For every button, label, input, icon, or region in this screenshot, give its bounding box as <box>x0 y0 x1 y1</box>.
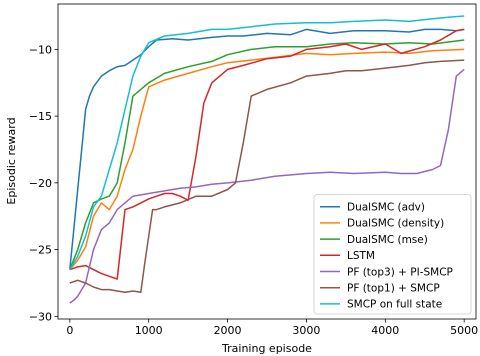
series-line-2 <box>69 39 465 270</box>
legend-box <box>313 194 472 315</box>
series-line-0 <box>69 28 465 270</box>
x-tick-label: 1000 <box>135 324 163 337</box>
legend-label-3: LSTM <box>347 250 375 262</box>
y-tick-label: −25 <box>29 244 52 257</box>
series-layer <box>69 15 465 304</box>
x-tick-label: 3000 <box>292 324 320 337</box>
series-line-6 <box>69 15 465 270</box>
axes-frame <box>57 3 477 320</box>
legend-label-2: DualSMC (mse) <box>347 234 428 246</box>
series-line-5 <box>69 59 465 294</box>
legend-label-1: DualSMC (density) <box>347 218 444 230</box>
series-line-3 <box>69 28 465 280</box>
x-tick-label: 4000 <box>371 324 399 337</box>
legend-label-4: PF (top3) + PI-SMCP <box>347 266 453 278</box>
series-line-1 <box>69 48 465 271</box>
x-tick-label: 5000 <box>450 324 478 337</box>
x-axis-label: Training episode <box>221 342 312 355</box>
y-axis-label: Episodic reward <box>5 117 18 204</box>
ticks-layer: 0 1000 2000 3000 4000 5000 −30 −25 −20 −15 −10 <box>29 43 478 337</box>
y-tick-label: −20 <box>29 177 52 190</box>
x-tick-label: 0 <box>66 324 73 337</box>
y-tick-label: −10 <box>29 43 52 56</box>
legend-label-0: DualSMC (adv) <box>347 202 425 214</box>
y-tick-label: −30 <box>29 310 52 323</box>
y-tick-label: −15 <box>29 110 52 123</box>
legend-label-6: SMCP on full state <box>347 299 442 311</box>
x-tick-label: 2000 <box>214 324 242 337</box>
legend: DualSMC (adv) DualSMC (density) DualSMC (m… <box>313 194 472 315</box>
series-line-4 <box>69 68 465 304</box>
legend-label-5: PF (top1) + SMCP <box>347 283 440 295</box>
